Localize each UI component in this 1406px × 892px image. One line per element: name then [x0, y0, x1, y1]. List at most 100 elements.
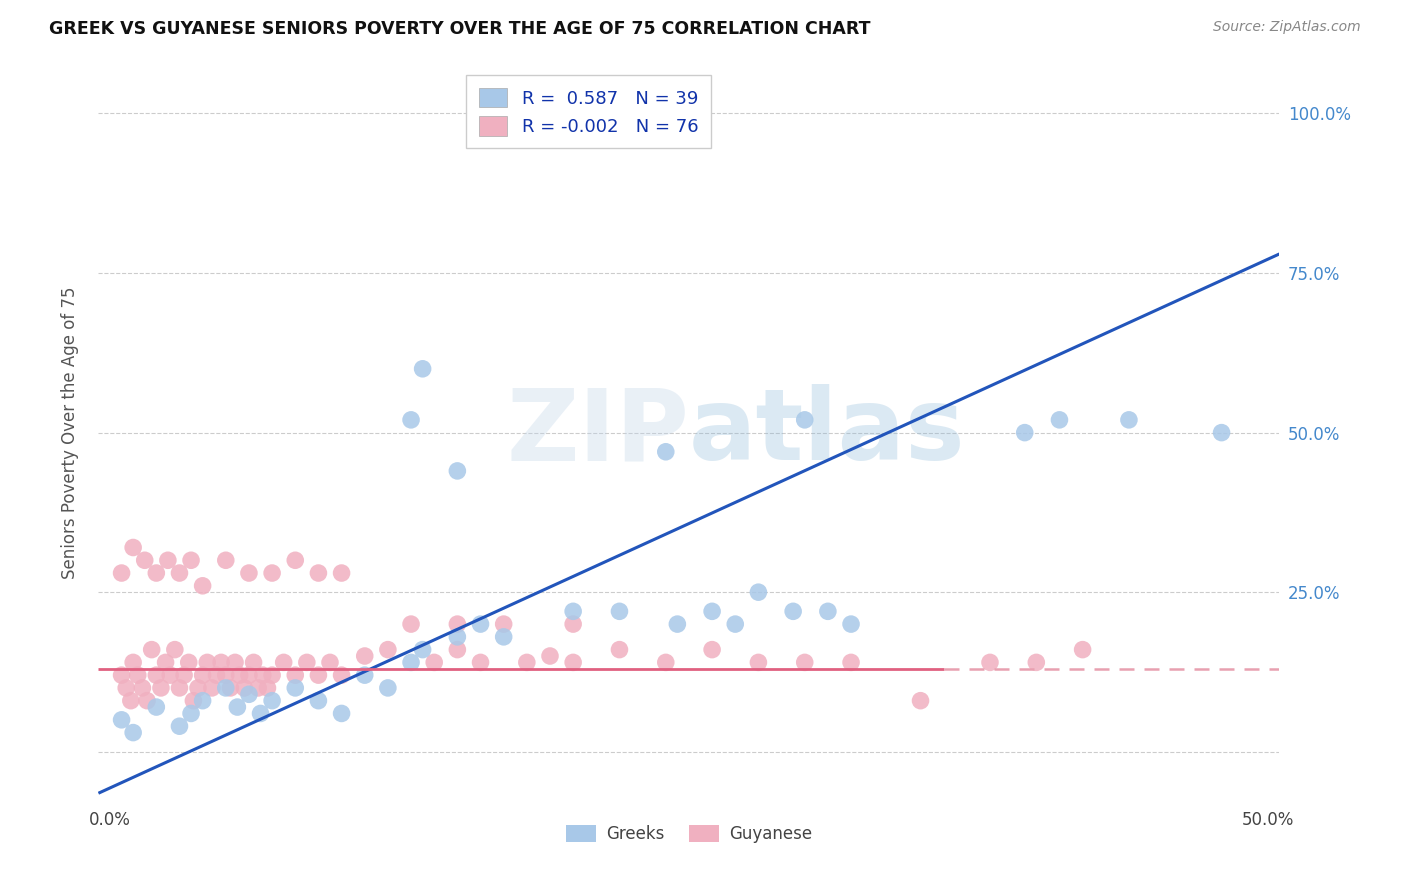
Point: [562, 617, 585, 632]
Point: [228, 668, 250, 682]
Point: [492, 630, 515, 644]
Point: [120, 694, 142, 708]
Point: [159, 668, 181, 682]
Point: [262, 566, 284, 580]
Point: [247, 681, 270, 695]
Point: [446, 617, 468, 632]
Text: Source: ZipAtlas.com: Source: ZipAtlas.com: [1213, 20, 1361, 34]
Point: [470, 656, 492, 670]
Point: [1211, 425, 1233, 440]
Text: GREEK VS GUYANESE SENIORS POVERTY OVER THE AGE OF 75 CORRELATION CHART: GREEK VS GUYANESE SENIORS POVERTY OVER T…: [49, 20, 870, 37]
Point: [219, 681, 242, 695]
Point: [446, 642, 468, 657]
Point: [145, 668, 167, 682]
Point: [399, 656, 422, 670]
Point: [191, 579, 214, 593]
Point: [110, 713, 132, 727]
Point: [215, 553, 238, 567]
Point: [655, 444, 678, 458]
Point: [156, 553, 179, 567]
Point: [538, 648, 561, 663]
Point: [136, 694, 159, 708]
Point: [262, 668, 284, 682]
Point: [1071, 642, 1094, 657]
Point: [180, 706, 202, 721]
Legend: Greeks, Guyanese: Greeks, Guyanese: [560, 819, 818, 850]
Point: [1049, 413, 1071, 427]
Point: [910, 694, 932, 708]
Point: [191, 694, 214, 708]
Point: [330, 668, 353, 682]
Point: [215, 668, 238, 682]
Point: [839, 656, 862, 670]
Point: [609, 604, 631, 618]
Point: [177, 656, 200, 670]
Point: [145, 566, 167, 580]
Point: [307, 566, 329, 580]
Point: [516, 656, 538, 670]
Point: [205, 668, 228, 682]
Point: [122, 725, 145, 739]
Point: [817, 604, 839, 618]
Point: [470, 617, 492, 632]
Point: [700, 642, 723, 657]
Point: [492, 617, 515, 632]
Point: [141, 642, 163, 657]
Point: [747, 656, 769, 670]
Point: [224, 656, 246, 670]
Point: [839, 617, 862, 632]
Point: [155, 656, 177, 670]
Point: [412, 642, 434, 657]
Point: [169, 719, 191, 733]
Point: [562, 656, 585, 670]
Point: [399, 413, 422, 427]
Point: [353, 668, 375, 682]
Point: [666, 617, 689, 632]
Point: [793, 413, 815, 427]
Point: [149, 681, 172, 695]
Point: [284, 553, 307, 567]
Point: [122, 656, 145, 670]
Point: [284, 668, 307, 682]
Text: atlas: atlas: [689, 384, 966, 481]
Point: [233, 681, 256, 695]
Point: [284, 681, 307, 695]
Y-axis label: Seniors Poverty Over the Age of 75: Seniors Poverty Over the Age of 75: [60, 286, 79, 579]
Point: [273, 656, 295, 670]
Point: [747, 585, 769, 599]
Point: [226, 700, 249, 714]
Point: [377, 681, 399, 695]
Point: [209, 656, 232, 670]
Point: [562, 604, 585, 618]
Point: [700, 604, 723, 618]
Point: [1014, 425, 1036, 440]
Point: [201, 681, 224, 695]
Point: [1025, 656, 1047, 670]
Point: [191, 668, 214, 682]
Point: [655, 656, 678, 670]
Point: [256, 681, 278, 695]
Point: [187, 681, 209, 695]
Point: [262, 694, 284, 708]
Point: [115, 681, 138, 695]
Point: [319, 656, 342, 670]
Point: [412, 361, 434, 376]
Point: [169, 566, 191, 580]
Point: [173, 668, 195, 682]
Point: [307, 694, 329, 708]
Point: [307, 668, 329, 682]
Point: [110, 566, 132, 580]
Point: [238, 687, 260, 701]
Point: [330, 566, 353, 580]
Point: [238, 566, 260, 580]
Point: [252, 668, 274, 682]
Point: [183, 694, 205, 708]
Point: [131, 681, 153, 695]
Point: [145, 700, 167, 714]
Point: [353, 648, 375, 663]
Point: [446, 630, 468, 644]
Point: [724, 617, 747, 632]
Point: [446, 464, 468, 478]
Point: [180, 553, 202, 567]
Point: [793, 656, 815, 670]
